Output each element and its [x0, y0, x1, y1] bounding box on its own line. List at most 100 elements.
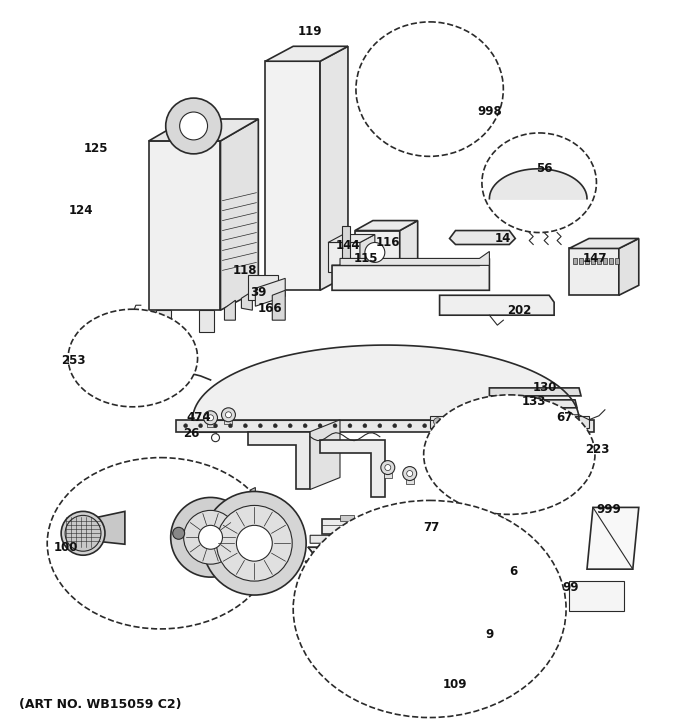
Text: 999: 999 [596, 503, 622, 516]
Polygon shape [340, 531, 360, 537]
Polygon shape [224, 300, 235, 320]
Text: 26: 26 [184, 427, 200, 440]
Circle shape [173, 527, 185, 539]
Circle shape [228, 424, 233, 428]
Bar [512, 447, 522, 455]
Ellipse shape [47, 458, 274, 629]
Text: 144: 144 [336, 239, 360, 252]
Circle shape [180, 112, 207, 140]
Polygon shape [310, 535, 523, 543]
Polygon shape [430, 416, 589, 428]
Text: (ART NO. WB15059 C2): (ART NO. WB15059 C2) [19, 698, 182, 711]
Circle shape [542, 424, 546, 428]
Bar [569, 581, 624, 611]
Circle shape [381, 460, 395, 474]
Polygon shape [241, 291, 252, 310]
Circle shape [464, 434, 471, 441]
Circle shape [527, 424, 531, 428]
Bar [481, 447, 490, 455]
Circle shape [408, 424, 411, 428]
Polygon shape [420, 531, 439, 537]
Bar [579, 258, 583, 264]
Bar [585, 258, 589, 264]
Circle shape [509, 434, 515, 441]
Polygon shape [439, 295, 554, 315]
Circle shape [449, 434, 456, 441]
Polygon shape [569, 248, 619, 295]
Text: 39: 39 [250, 286, 267, 299]
Bar [449, 447, 458, 455]
Polygon shape [430, 432, 585, 444]
Polygon shape [328, 235, 375, 243]
Text: 116: 116 [375, 236, 400, 249]
Bar [406, 479, 413, 484]
Bar [591, 258, 595, 264]
Ellipse shape [293, 500, 566, 717]
Text: 223: 223 [585, 443, 609, 456]
Text: 109: 109 [442, 678, 466, 691]
Circle shape [464, 418, 471, 426]
Text: 115: 115 [354, 252, 378, 265]
Polygon shape [298, 615, 527, 627]
Circle shape [258, 424, 262, 428]
Circle shape [569, 434, 575, 441]
Polygon shape [272, 290, 285, 320]
Text: 118: 118 [233, 264, 258, 277]
Circle shape [199, 424, 203, 428]
Circle shape [303, 424, 307, 428]
Circle shape [479, 418, 486, 426]
Polygon shape [619, 238, 639, 295]
Polygon shape [106, 358, 121, 375]
Polygon shape [492, 198, 587, 209]
Polygon shape [332, 251, 490, 266]
Circle shape [378, 424, 382, 428]
Circle shape [333, 424, 337, 428]
Polygon shape [342, 226, 350, 282]
Text: 130: 130 [533, 382, 558, 395]
Bar [573, 258, 577, 264]
Polygon shape [256, 278, 285, 306]
Circle shape [479, 434, 486, 441]
Polygon shape [310, 420, 340, 489]
Polygon shape [302, 579, 525, 594]
Polygon shape [340, 515, 354, 521]
Polygon shape [460, 531, 479, 537]
Circle shape [365, 243, 385, 262]
Ellipse shape [482, 133, 596, 232]
Circle shape [467, 424, 471, 428]
Circle shape [318, 424, 322, 428]
Circle shape [403, 466, 417, 481]
Circle shape [216, 505, 292, 581]
Polygon shape [380, 531, 400, 537]
Circle shape [434, 418, 441, 426]
Polygon shape [569, 238, 639, 248]
Circle shape [214, 424, 218, 428]
Polygon shape [490, 388, 581, 396]
Polygon shape [265, 46, 348, 62]
Text: 67: 67 [556, 411, 573, 424]
Circle shape [568, 418, 576, 426]
Text: 166: 166 [258, 302, 283, 315]
Polygon shape [322, 519, 505, 534]
Text: 133: 133 [522, 395, 547, 408]
Circle shape [199, 526, 222, 550]
Polygon shape [248, 275, 278, 300]
Text: 6: 6 [509, 565, 517, 578]
Polygon shape [199, 310, 214, 332]
Polygon shape [308, 547, 529, 557]
Bar [384, 473, 392, 478]
Text: 100: 100 [54, 541, 78, 554]
Polygon shape [355, 230, 400, 270]
Ellipse shape [424, 395, 595, 514]
Polygon shape [149, 119, 258, 141]
Circle shape [243, 424, 248, 428]
Circle shape [61, 511, 105, 555]
Polygon shape [320, 46, 348, 290]
Polygon shape [235, 487, 256, 529]
Polygon shape [332, 258, 490, 290]
Text: 119: 119 [298, 25, 322, 38]
Circle shape [449, 418, 456, 426]
Circle shape [415, 97, 443, 125]
Circle shape [65, 515, 101, 551]
Bar [615, 258, 619, 264]
